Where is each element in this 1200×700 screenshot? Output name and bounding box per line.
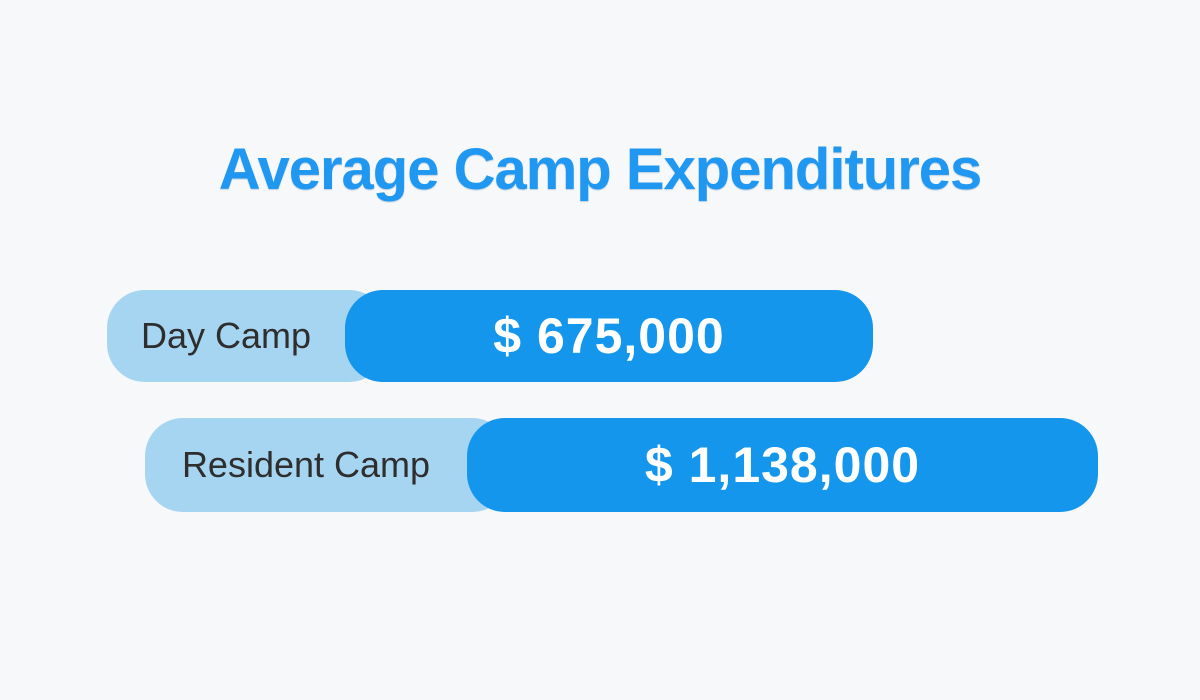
- bar-row-day-camp-label-pill: [107, 290, 387, 382]
- chart-title: Average Camp Expenditures: [218, 137, 983, 202]
- bar-value-resident-camp: $ 1,138,000: [644, 437, 921, 493]
- bar-row-day-camp-value-bar: $ 675,000: [345, 290, 873, 382]
- bar-value-day-camp: $ 675,000: [493, 308, 725, 364]
- bar-row-resident-camp-value-bar: $ 1,138,000: [467, 418, 1098, 512]
- bar-row-resident-camp-label-pill: [145, 418, 510, 512]
